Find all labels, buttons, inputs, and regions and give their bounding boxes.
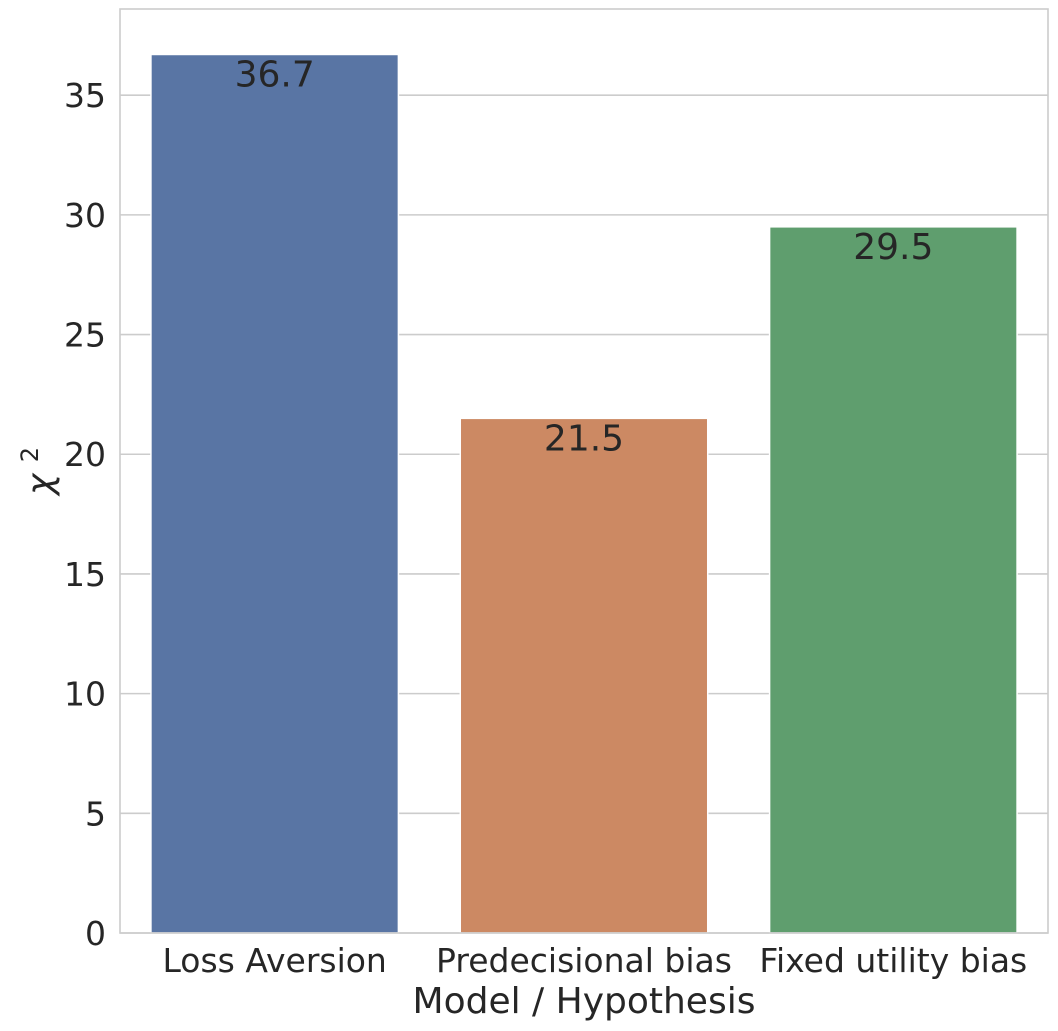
y-tick-label-7: 35 — [64, 76, 106, 115]
y-axis-label-superscript: 2 — [16, 447, 44, 462]
y-tick-label-5: 25 — [64, 316, 106, 355]
plot-frame — [119, 8, 1049, 934]
x-axis-label: Model / Hypothesis — [413, 981, 756, 1022]
y-axis-label: χ 2 — [16, 447, 61, 497]
bar-value-label-1: 21.5 — [544, 418, 624, 459]
y-tick-label-6: 30 — [64, 196, 106, 235]
y-tick-label-0: 0 — [85, 914, 106, 953]
x-tick-label-1: Predecisional bias — [436, 941, 732, 980]
bar-1 — [459, 417, 709, 934]
bar-value-labels: 36.7 21.5 29.5 — [235, 54, 934, 459]
x-tick-label-2: Fixed utility bias — [759, 941, 1027, 980]
x-tick-label-0: Loss Aversion — [162, 941, 386, 980]
y-tick-labels: 0 5 10 15 20 25 30 35 — [64, 76, 106, 953]
bar-2 — [768, 226, 1018, 934]
x-tick-labels: Loss Aversion Predecisional bias Fixed uti… — [162, 941, 1027, 980]
bar-value-label-2: 29.5 — [853, 227, 933, 268]
y-tick-label-1: 5 — [85, 794, 106, 833]
y-tick-label-3: 15 — [64, 555, 106, 594]
bars — [150, 53, 1018, 934]
bar-value-label-0: 36.7 — [235, 54, 315, 95]
y-axis-label-symbol: χ — [20, 472, 61, 497]
bar-0 — [150, 53, 400, 934]
y-tick-label-4: 20 — [64, 435, 106, 474]
y-tick-label-2: 10 — [64, 675, 106, 714]
